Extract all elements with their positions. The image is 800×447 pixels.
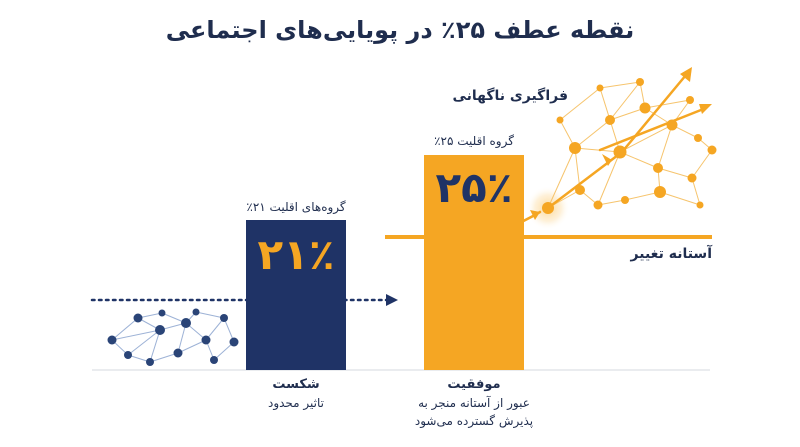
right-caption: موفقیت عبور از آستانه منجر به پذیرش گستر…: [404, 376, 544, 430]
small-network-nodes: [107, 308, 239, 366]
surge-label: فراگیری ناگهانی: [452, 88, 568, 104]
surge-arrowheads: [530, 67, 712, 220]
dotted-arrow-head: [386, 294, 398, 306]
arrow-path-c: [598, 106, 708, 152]
left-bar-value: ۲۱٪: [257, 230, 335, 279]
diagram-title: نقطه عطف ۲۵٪ در پویایی‌های اجتماعی: [165, 16, 635, 44]
right-bar: ۲۵٪: [424, 155, 524, 370]
left-caption-sub: تاثیر محدود: [267, 396, 324, 410]
left-bar: ۲۱٪: [246, 220, 346, 370]
left-caption-head: شکست: [272, 377, 320, 392]
right-bar-group-label: گروه اقلیت ۲۵٪: [434, 134, 514, 148]
right-caption-head: موفقیت: [447, 377, 501, 392]
arrow-path-b: [620, 73, 688, 154]
surge-network-nodes: [542, 78, 717, 214]
right-caption-line1: عبور از آستانه منجر به: [418, 396, 530, 410]
right-caption-line2: پذیرش گسترده می‌شود: [414, 414, 534, 428]
left-caption: شکست تاثیر محدود: [236, 376, 356, 412]
threshold-label: آستانه تغییر: [630, 246, 712, 262]
left-bar-group-label: گروه‌های اقلیت ۲۱٪: [246, 200, 346, 214]
right-bar-value: ۲۵٪: [435, 163, 513, 212]
